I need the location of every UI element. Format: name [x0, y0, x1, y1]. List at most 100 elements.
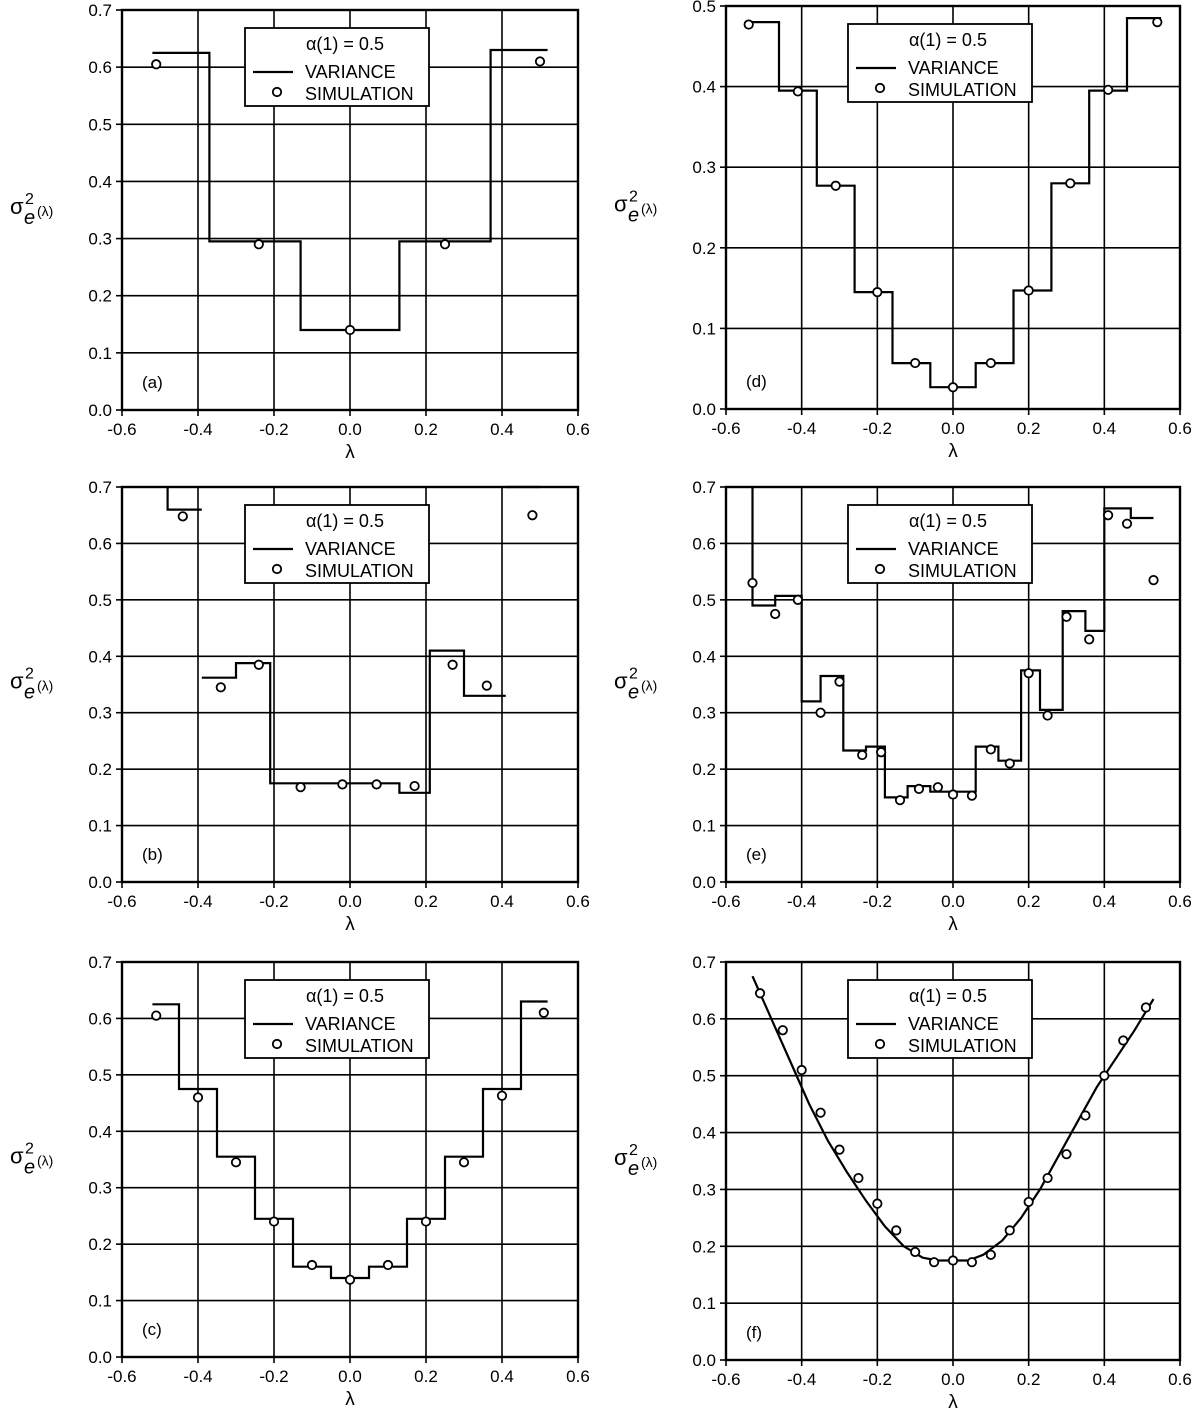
- simulation-point: [896, 796, 904, 804]
- y-axis-label: σ 2e (λ): [614, 666, 657, 704]
- y-tick-label: 0.2: [692, 239, 716, 258]
- y-axis-label-subscript: e: [628, 1158, 639, 1180]
- simulation-point: [835, 1145, 843, 1153]
- legend-entry-simulation: SIMULATION: [908, 80, 1017, 100]
- simulation-point: [934, 783, 942, 791]
- x-axis-label: λ: [345, 1389, 355, 1410]
- y-tick-label: 0.1: [88, 817, 112, 836]
- simulation-point: [338, 780, 346, 788]
- simulation-point: [1066, 179, 1074, 187]
- y-tick-label: 0.4: [692, 647, 716, 666]
- y-tick-label: 0.6: [88, 1009, 112, 1028]
- x-axis-label: λ: [345, 914, 355, 935]
- y-axis-label-subscript: e: [24, 682, 35, 704]
- y-tick-label: 0.5: [88, 1066, 112, 1085]
- x-tick-label: 0.2: [1017, 892, 1041, 911]
- y-axis-label-superscript: 2: [25, 1141, 34, 1158]
- simulation-point: [987, 1251, 995, 1259]
- x-tick-label: -0.2: [863, 419, 892, 438]
- legend-circle-swatch: [273, 88, 281, 96]
- panel-label: (a): [142, 373, 163, 392]
- y-tick-label: 0.6: [692, 534, 716, 553]
- simulation-point: [930, 1258, 938, 1266]
- simulation-point: [1142, 1003, 1150, 1011]
- x-tick-label: -0.4: [183, 892, 212, 911]
- simulation-point: [1104, 511, 1112, 519]
- x-tick-label: 0.4: [490, 892, 514, 911]
- y-axis-label-superscript: 2: [25, 191, 34, 208]
- legend-circle-swatch: [273, 1040, 281, 1048]
- y-axis-label-argument: (λ): [37, 1153, 53, 1169]
- chart-panel: -0.6 -0.4 -0.2 0.0 0.2 0.4 0.6 0.0 0.1 0.2 0.3 0.4 0…: [10, 953, 590, 1410]
- legend-title: α(1) = 0.5: [306, 511, 384, 531]
- simulation-point: [987, 359, 995, 367]
- panel-label: (e): [746, 845, 767, 864]
- x-tick-label: -0.2: [863, 1370, 892, 1389]
- x-tick-label: 0.6: [566, 1367, 590, 1386]
- x-tick-label: 0.2: [414, 1367, 438, 1386]
- simulation-point: [797, 1066, 805, 1074]
- simulation-point: [1085, 635, 1093, 643]
- simulation-point: [1043, 1174, 1051, 1182]
- legend-title: α(1) = 0.5: [909, 986, 987, 1006]
- y-axis-label-sigma: σ: [614, 192, 628, 217]
- x-tick-label: 0.2: [414, 892, 438, 911]
- y-tick-label: 0.2: [88, 287, 112, 306]
- legend-title: α(1) = 0.5: [306, 34, 384, 54]
- x-tick-label: -0.6: [711, 892, 740, 911]
- simulation-point: [816, 1108, 824, 1116]
- simulation-point: [915, 785, 923, 793]
- x-tick-label: 0.0: [941, 419, 965, 438]
- y-tick-label: 0.5: [692, 1067, 716, 1086]
- y-axis-label: σ 2e (λ): [614, 1142, 657, 1180]
- simulation-point: [1119, 1036, 1127, 1044]
- y-tick-label: 0.3: [88, 704, 112, 723]
- simulation-point: [498, 1092, 506, 1100]
- simulation-point: [1104, 86, 1112, 94]
- y-axis-label-sigma: σ: [10, 1144, 24, 1169]
- simulation-point: [756, 989, 764, 997]
- simulation-point: [346, 1275, 354, 1283]
- y-tick-label: 0.2: [88, 1235, 112, 1254]
- simulation-point: [179, 512, 187, 520]
- simulation-point: [1062, 613, 1070, 621]
- simulation-point: [1153, 18, 1161, 26]
- panel-label: (f): [746, 1323, 762, 1342]
- y-tick-label: 0.5: [88, 591, 112, 610]
- y-tick-label: 0.3: [692, 158, 716, 177]
- simulation-point: [1062, 1150, 1070, 1158]
- y-axis-label-argument: (λ): [37, 678, 53, 694]
- y-tick-label: 0.1: [692, 817, 716, 836]
- legend-entry-simulation: SIMULATION: [305, 561, 414, 581]
- y-tick-label: 0.0: [692, 1351, 716, 1370]
- x-tick-label: 0.0: [338, 420, 362, 439]
- x-tick-label: -0.6: [711, 1370, 740, 1389]
- simulation-point: [372, 780, 380, 788]
- chart-panel: -0.6 -0.4 -0.2 0.0 0.2 0.4 0.6 0.0 0.1 0.2 0.3 0.4 0…: [614, 953, 1192, 1413]
- legend-entry-simulation: SIMULATION: [908, 561, 1017, 581]
- x-tick-label: -0.4: [183, 1367, 212, 1386]
- y-tick-label: 0.6: [88, 534, 112, 553]
- y-tick-label: 0.4: [88, 647, 112, 666]
- x-tick-label: 0.6: [1168, 419, 1192, 438]
- x-tick-label: 0.2: [414, 420, 438, 439]
- x-tick-label: -0.4: [787, 892, 816, 911]
- x-tick-label: -0.6: [107, 892, 136, 911]
- simulation-point: [877, 748, 885, 756]
- simulation-point: [1081, 1111, 1089, 1119]
- y-tick-label: 0.7: [88, 1, 112, 20]
- simulation-point: [949, 1256, 957, 1264]
- simulation-point: [1149, 576, 1157, 584]
- y-tick-label: 0.3: [692, 1180, 716, 1199]
- simulation-point: [949, 383, 957, 391]
- panel-label: (b): [142, 845, 163, 864]
- x-tick-label: -0.4: [787, 419, 816, 438]
- simulation-point: [296, 783, 304, 791]
- simulation-point: [152, 60, 160, 68]
- simulation-point: [1024, 669, 1032, 677]
- simulation-point: [816, 709, 824, 717]
- simulation-point: [745, 20, 753, 28]
- panel-label: (d): [746, 372, 767, 391]
